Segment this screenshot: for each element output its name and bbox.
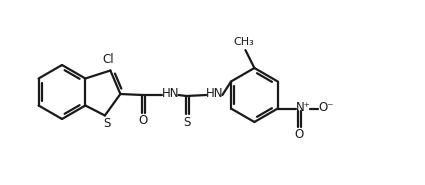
Text: S: S [184,115,191,129]
Text: O: O [294,128,303,141]
Text: HN: HN [162,87,179,100]
Text: S: S [103,117,110,130]
Text: Cl: Cl [102,53,114,66]
Text: HN: HN [206,87,223,100]
Text: O: O [139,115,148,127]
Text: CH₃: CH₃ [233,37,254,47]
Text: O⁻: O⁻ [318,101,334,114]
Text: N⁺: N⁺ [296,101,311,114]
